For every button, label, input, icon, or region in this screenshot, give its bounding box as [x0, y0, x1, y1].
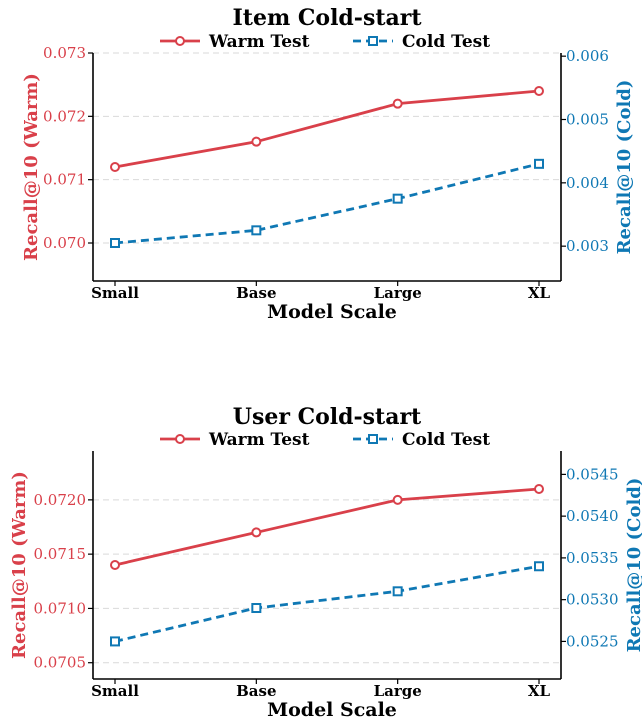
cold-data-point: [110, 636, 120, 647]
legend-warm-label: Warm Test: [208, 430, 310, 450]
legend: Warm Test Cold Test: [160, 32, 490, 52]
cold-data-point: [251, 225, 262, 236]
chart-title: Item Cold-start: [233, 5, 423, 31]
warm-data-point: [392, 494, 403, 505]
x-axis-label: Model Scale: [267, 301, 397, 323]
x-tick-label: Large: [374, 284, 422, 302]
cold-series-line: [114, 162, 540, 245]
x-tick-label: Large: [374, 682, 422, 700]
cold-series-line: [114, 564, 540, 643]
cold-data-point: [392, 586, 403, 597]
x-tick-label: XL: [528, 682, 551, 700]
left-tick-label: 0.072: [43, 107, 86, 125]
legend-warm-label: Warm Test: [208, 32, 310, 52]
cold-data-point: [534, 561, 544, 572]
chart-panel-1: Item Cold-start 0.070 0.071 0.072 0.073 0.003…: [21, 5, 635, 323]
warm-data-point: [534, 86, 544, 96]
legend-cold-label: Cold Test: [402, 32, 490, 52]
legend-warm-marker: [175, 434, 185, 444]
left-tick-label: 0.0720: [34, 491, 87, 509]
left-axis-label: Recall@10 (Warm): [9, 471, 30, 659]
legend-warm-marker: [175, 36, 185, 46]
warm-data-point: [392, 98, 403, 109]
warm-series-line: [114, 89, 540, 169]
left-tick-label: 0.071: [43, 171, 86, 189]
legend-cold-marker: [368, 36, 378, 46]
legend-cold-label: Cold Test: [402, 430, 490, 450]
right-tick-label: 0.0540: [566, 507, 619, 525]
right-tick-label: 0.003: [566, 237, 609, 255]
left-tick-label: 0.070: [43, 234, 86, 252]
warm-series-line: [114, 487, 540, 567]
cold-data-point: [110, 238, 120, 248]
x-tick-label: Base: [236, 682, 276, 700]
left-tick-label: 0.0710: [34, 599, 87, 617]
warm-data-point: [251, 136, 262, 147]
x-axis-label: Model Scale: [267, 699, 397, 719]
left-axis-label: Recall@10 (Warm): [21, 73, 42, 261]
legend-cold-marker: [368, 434, 378, 444]
chart-panel-2: User Cold-start 0.0705 0.0710 0.0715 0.0720 0…: [9, 404, 642, 719]
warm-data-point: [110, 560, 120, 570]
left-tick-label: 0.0715: [34, 545, 87, 563]
x-tick-label: Small: [91, 682, 139, 700]
chart-title: User Cold-start: [233, 404, 422, 430]
x-tick-label: Small: [91, 284, 139, 302]
right-tick-label: 0.005: [566, 111, 609, 129]
x-tick-label: Base: [236, 284, 276, 302]
right-tick-label: 0.006: [566, 47, 609, 65]
cold-data-point: [392, 193, 403, 204]
legend: Warm Test Cold Test: [160, 430, 490, 450]
right-axis-label: Recall@10 (Cold): [614, 80, 635, 255]
warm-data-point: [110, 162, 120, 172]
right-tick-label: 0.0545: [566, 465, 619, 483]
left-tick-label: 0.073: [43, 44, 86, 62]
right-axis-label: Recall@10 (Cold): [624, 478, 642, 653]
warm-data-point: [534, 484, 544, 494]
cold-data-point: [251, 603, 262, 614]
cold-data-point: [534, 158, 544, 169]
warm-data-point: [251, 527, 262, 538]
right-tick-label: 0.0530: [566, 591, 619, 609]
left-tick-label: 0.0705: [34, 654, 87, 672]
right-tick-label: 0.0535: [566, 549, 619, 567]
right-tick-label: 0.0525: [566, 632, 619, 650]
x-tick-label: XL: [528, 284, 551, 302]
right-tick-label: 0.004: [566, 174, 609, 192]
